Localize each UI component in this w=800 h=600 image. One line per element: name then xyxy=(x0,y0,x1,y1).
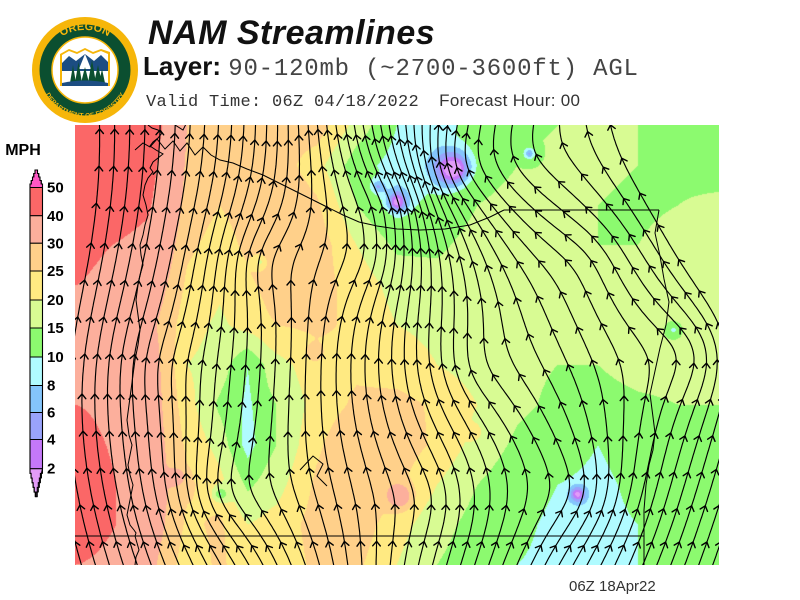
svg-text:50: 50 xyxy=(47,180,64,197)
svg-text:10: 10 xyxy=(47,349,64,366)
svg-text:40: 40 xyxy=(47,208,64,225)
svg-text:20: 20 xyxy=(47,292,64,309)
svg-text:2: 2 xyxy=(47,461,55,478)
svg-text:30: 30 xyxy=(47,235,64,252)
svg-text:8: 8 xyxy=(47,378,55,395)
svg-text:6: 6 xyxy=(47,405,55,422)
svg-text:4: 4 xyxy=(47,432,56,449)
svg-text:25: 25 xyxy=(47,263,64,280)
svg-text:15: 15 xyxy=(47,320,64,337)
